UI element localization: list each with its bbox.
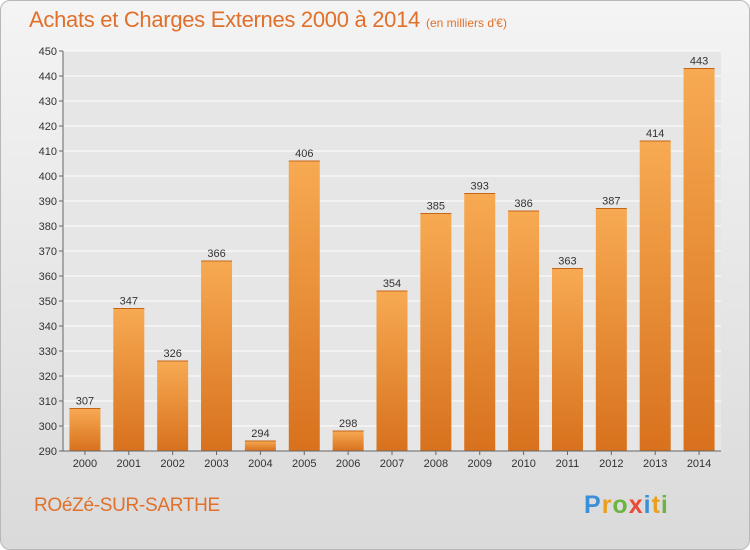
bar-2004: [244, 441, 276, 451]
x-tick-label-2002: 2002: [160, 458, 184, 470]
data-label-2001: 347: [120, 296, 138, 308]
x-tick-label-2004: 2004: [248, 458, 272, 470]
bar-2013: [639, 141, 671, 451]
y-tick-label: 360: [39, 271, 57, 283]
data-label-2004: 294: [251, 428, 269, 440]
x-tick-label-2000: 2000: [73, 458, 97, 470]
bar-2007: [376, 291, 408, 451]
location-label: ROéZé-SUR-SARTHE: [34, 495, 220, 516]
x-tick-label-2007: 2007: [380, 458, 404, 470]
bar-2010: [508, 211, 540, 451]
y-tick-label: 320: [39, 371, 57, 383]
bar-2003: [201, 261, 233, 451]
x-tick-label-2012: 2012: [599, 458, 623, 470]
bar-2012: [595, 208, 627, 451]
data-label-2003: 366: [207, 248, 225, 260]
axes: 290 300 310 320 330 340 350 360 370 380 390 400 410 4…: [39, 46, 721, 470]
y-tick-label: 370: [39, 246, 57, 258]
y-tick-label: 440: [39, 71, 57, 83]
bar-2002: [157, 361, 189, 451]
data-label-2000: 307: [76, 396, 94, 408]
data-label-2005: 406: [295, 148, 313, 160]
x-tick-label-2001: 2001: [117, 458, 141, 470]
data-label-2011: 363: [558, 256, 576, 268]
bar-2005: [288, 161, 320, 451]
x-tick-label-2003: 2003: [204, 458, 228, 470]
bars: 307 347 326 366 294 406 298 354 385 393 386 363 387 4…: [69, 56, 715, 451]
y-tick-label: 390: [39, 196, 57, 208]
y-tick-label: 410: [39, 146, 57, 158]
bar-2006: [332, 431, 364, 451]
chart-title-text: Achats et Charges Externes 2000 à 2014: [29, 7, 420, 32]
bar-2014: [683, 68, 715, 451]
bar-2009: [464, 193, 496, 451]
data-label-2013: 414: [646, 128, 664, 140]
y-tick-label: 400: [39, 171, 57, 183]
bar-2000: [69, 408, 101, 451]
x-tick-label-2006: 2006: [336, 458, 360, 470]
data-label-2007: 354: [383, 278, 401, 290]
bar-2001: [113, 308, 145, 451]
y-tick-label: 430: [39, 96, 57, 108]
data-label-2006: 298: [339, 418, 357, 430]
y-tick-label: 420: [39, 121, 57, 133]
y-tick-label: 310: [39, 396, 57, 408]
y-tick-label: 290: [39, 446, 57, 458]
data-label-2014: 443: [690, 56, 708, 68]
data-label-2002: 326: [163, 348, 181, 360]
y-tick-label: 300: [39, 421, 57, 433]
x-tick-label-2010: 2010: [511, 458, 535, 470]
x-tick-label-2009: 2009: [467, 458, 491, 470]
chart-title: Achats et Charges Externes 2000 à 2014 (e…: [29, 7, 507, 33]
data-label-2012: 387: [602, 196, 620, 208]
y-tick-label: 340: [39, 321, 57, 333]
y-tick-label: 450: [39, 46, 57, 58]
x-tick-label-2011: 2011: [556, 458, 580, 470]
data-label-2009: 393: [471, 181, 489, 193]
chart-subtitle: (en milliers d'€): [425, 16, 507, 30]
y-tick-label: 330: [39, 346, 57, 358]
x-tick-label-2014: 2014: [687, 458, 711, 470]
data-label-2010: 386: [514, 198, 532, 210]
data-label-2008: 385: [427, 201, 445, 213]
proxiti-logo: Proxiti: [584, 491, 669, 519]
bar-2011: [551, 268, 583, 451]
bar-2008: [420, 213, 452, 451]
x-tick-label-2008: 2008: [424, 458, 448, 470]
y-tick-label: 350: [39, 296, 57, 308]
y-tick-label: 380: [39, 221, 57, 233]
x-tick-label-2013: 2013: [643, 458, 667, 470]
x-tick-label-2005: 2005: [292, 458, 316, 470]
